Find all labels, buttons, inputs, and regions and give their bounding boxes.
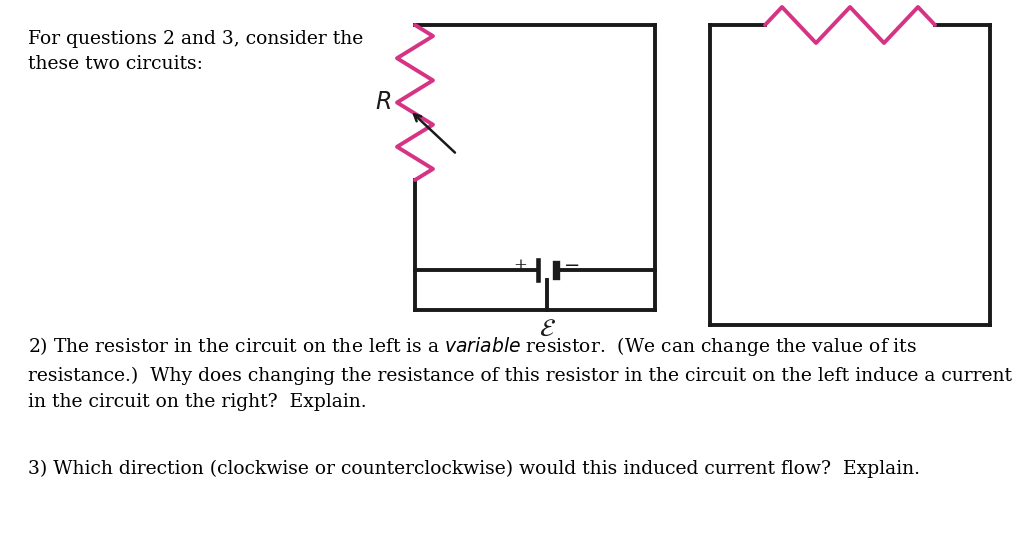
Text: −: − [564,257,581,275]
Text: $R$: $R$ [375,91,391,114]
Text: 2) The resistor in the circuit on the left is a $\mathit{variable}$ resistor.  (: 2) The resistor in the circuit on the le… [28,335,1012,411]
Text: $\mathcal{E}$: $\mathcal{E}$ [539,318,555,341]
Text: For questions 2 and 3, consider the
these two circuits:: For questions 2 and 3, consider the thes… [28,30,364,73]
Text: +: + [513,257,527,274]
Text: 3) Which direction (clockwise or counterclockwise) would this induced current fl: 3) Which direction (clockwise or counter… [28,460,920,478]
